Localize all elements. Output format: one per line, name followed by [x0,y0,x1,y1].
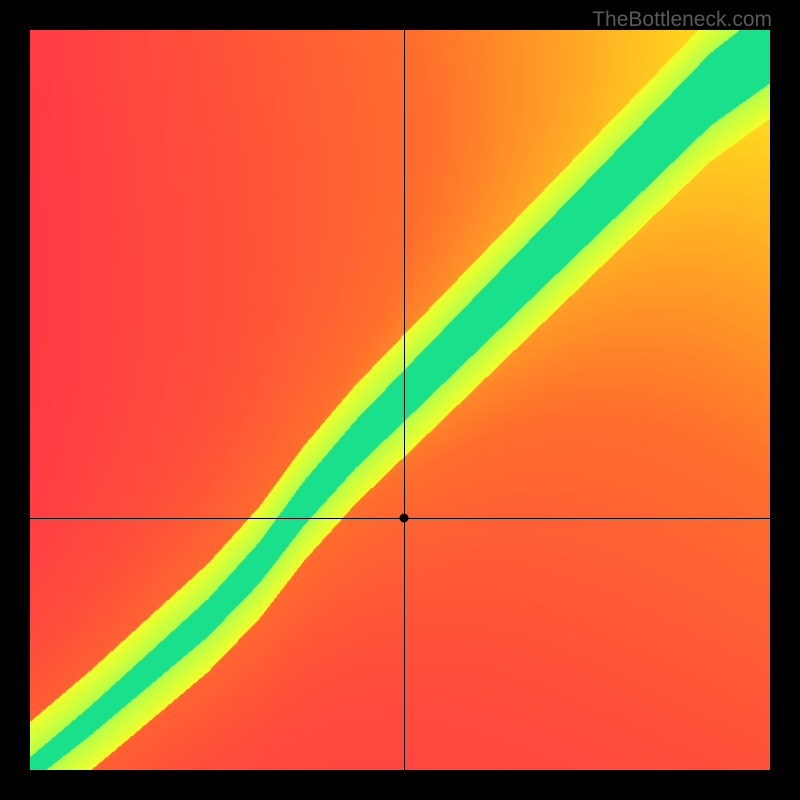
crosshair-marker-dot [399,514,408,523]
heatmap-frame [30,30,770,770]
watermark-text: TheBottleneck.com [592,8,772,32]
heatmap-canvas [30,30,770,770]
crosshair-vertical [404,30,405,770]
